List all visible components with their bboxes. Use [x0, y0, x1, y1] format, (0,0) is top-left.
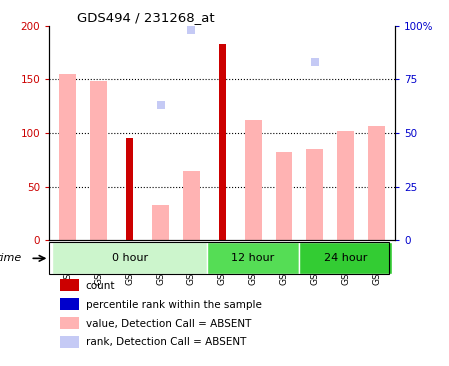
Text: rank, Detection Call = ABSENT: rank, Detection Call = ABSENT: [86, 337, 246, 347]
Text: value, Detection Call = ABSENT: value, Detection Call = ABSENT: [86, 318, 251, 329]
Text: 0 hour: 0 hour: [112, 253, 148, 264]
Bar: [276, 152, 292, 240]
Bar: [368, 126, 385, 240]
Text: percentile rank within the sample: percentile rank within the sample: [86, 300, 262, 310]
Text: time: time: [0, 253, 22, 264]
Bar: [306, 149, 323, 240]
Bar: [60, 279, 79, 291]
Text: GDS494 / 231268_at: GDS494 / 231268_at: [77, 11, 215, 25]
Text: 24 hour: 24 hour: [324, 253, 367, 264]
Bar: [152, 205, 169, 240]
Text: count: count: [86, 281, 115, 291]
Bar: [60, 317, 79, 329]
Bar: [245, 120, 262, 240]
Bar: [299, 242, 392, 274]
Bar: [126, 138, 133, 240]
Bar: [90, 82, 107, 240]
Text: 12 hour: 12 hour: [232, 253, 275, 264]
Bar: [60, 298, 79, 310]
Bar: [219, 44, 226, 240]
Bar: [183, 171, 200, 240]
Bar: [53, 242, 207, 274]
Bar: [59, 74, 76, 240]
Bar: [207, 242, 299, 274]
Bar: [337, 131, 354, 240]
Bar: [60, 336, 79, 348]
